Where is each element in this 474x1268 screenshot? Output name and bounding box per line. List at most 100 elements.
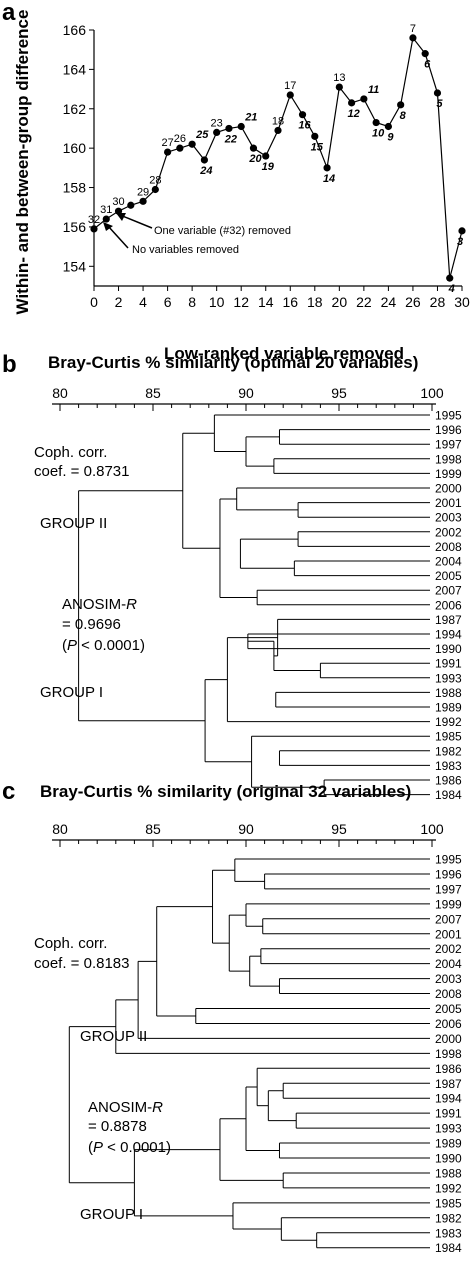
data-label: 23	[211, 117, 223, 129]
panel-label-a: a	[2, 0, 16, 26]
dendrogram-b-anosim-line1: ANOSIM-R	[62, 596, 137, 613]
x-tick-label: 10	[209, 294, 225, 310]
data-label: 25	[195, 129, 209, 141]
data-label: 11	[368, 84, 379, 96]
panel-label-b: b	[2, 351, 17, 378]
data-label: 10	[372, 128, 385, 140]
leaf-label: 2001	[435, 927, 462, 941]
x-tick-label: 6	[164, 294, 172, 310]
dendrogram-b-anosim-line3: (P < 0.0001)	[62, 637, 145, 654]
x-tick-label: 12	[233, 294, 249, 310]
leaf-label: 1999	[435, 897, 462, 911]
leaf-label: 1983	[435, 1226, 462, 1240]
similarity-tick-label: 85	[145, 385, 161, 401]
chart-a-annotations: One variable (#32) removed No variables …	[103, 213, 291, 256]
data-point	[164, 148, 172, 156]
leaf-label: 2002	[435, 942, 462, 956]
annotation-arrowhead-one-removed	[116, 213, 126, 221]
leaf-label: 2005	[435, 569, 462, 583]
dendrogram-b-leaf-labels: 1995199619971998199920002001200320022008…	[435, 409, 462, 803]
leaf-label: 2008	[435, 540, 462, 554]
leaf-label: 1998	[435, 452, 462, 466]
dendrogram-c-axis: 80 85 90 95 100	[52, 821, 444, 847]
dendrogram-b: Bray-Curtis % similarity (optimal 20 var…	[34, 353, 462, 802]
data-label: 20	[248, 153, 262, 165]
data-label: 29	[137, 186, 149, 198]
leaf-label: 1994	[435, 628, 462, 642]
dendrogram-c-anosim-line2: = 0.8878	[88, 1118, 147, 1135]
y-tick-label: 156	[63, 219, 87, 235]
data-label: 6	[424, 59, 431, 71]
data-point	[139, 197, 147, 205]
leaf-label: 1993	[435, 1122, 462, 1136]
data-point	[151, 185, 159, 194]
leaf-label: 2002	[435, 525, 462, 539]
annotation-none-removed: No variables removed	[132, 244, 239, 256]
x-tick-label: 8	[188, 294, 196, 310]
dendrogram-c-title: Bray-Curtis % similarity (original 32 va…	[40, 782, 411, 801]
dendrogram-b-group2-label: GROUP II	[40, 515, 107, 532]
data-label: 15	[311, 141, 324, 153]
leaf-label: 1994	[435, 1092, 462, 1106]
leaf-label: 1991	[435, 657, 462, 671]
x-tick-label: 0	[90, 294, 98, 310]
dendrogram-b-coph-line2: coef. = 0.8731	[34, 463, 130, 480]
leaf-label: 1992	[435, 1181, 462, 1195]
annotation-one-removed: One variable (#32) removed	[154, 225, 291, 237]
similarity-tick-label: 95	[331, 821, 347, 837]
x-tick-label: 14	[258, 294, 274, 310]
data-point	[237, 122, 245, 131]
data-label: 4	[448, 283, 455, 295]
data-point	[176, 144, 184, 152]
leaf-label: 1985	[435, 730, 462, 744]
data-label: 3	[457, 236, 463, 248]
data-label: 17	[284, 80, 296, 92]
data-point	[102, 215, 110, 223]
similarity-tick-label: 85	[145, 821, 161, 837]
data-label: 5	[436, 98, 443, 110]
data-label: 19	[262, 161, 275, 173]
data-label: 32	[88, 214, 100, 226]
data-label: 22	[224, 133, 237, 145]
data-point	[200, 156, 208, 164]
dendrogram-c-group2-label: GROUP II	[80, 1028, 147, 1045]
data-label: 28	[149, 175, 161, 187]
data-point	[458, 227, 466, 235]
similarity-tick-label: 100	[420, 821, 444, 837]
leaf-label: 1995	[435, 853, 462, 867]
data-point	[446, 274, 454, 282]
data-point	[409, 34, 417, 42]
data-point	[384, 122, 392, 131]
leaf-label: 2008	[435, 987, 462, 1001]
dendrogram-c-anosim-line1: ANOSIM-R	[88, 1099, 163, 1116]
data-point	[286, 91, 294, 99]
x-tick-label: 4	[139, 294, 147, 310]
similarity-tick-label: 90	[238, 821, 254, 837]
leaf-label: 1983	[435, 759, 462, 773]
leaf-label: 1990	[435, 1152, 462, 1166]
dendrogram-b-group1-label: GROUP I	[40, 684, 103, 701]
data-point	[372, 118, 380, 127]
data-label: 24	[199, 165, 212, 177]
similarity-tick-label: 80	[52, 385, 68, 401]
similarity-tick-label: 80	[52, 821, 68, 837]
leaf-label: 1987	[435, 1077, 462, 1091]
data-point	[127, 201, 135, 209]
leaf-label: 1984	[435, 1241, 462, 1255]
data-point	[213, 128, 221, 136]
data-label: 30	[112, 196, 124, 208]
leaf-label: 2007	[435, 912, 462, 926]
data-point	[114, 207, 123, 215]
leaf-label: 2004	[435, 957, 462, 971]
data-point	[323, 164, 331, 172]
data-label: 14	[323, 173, 335, 185]
data-point	[90, 225, 98, 233]
leaf-label: 1984	[435, 788, 462, 802]
y-tick-label: 154	[63, 258, 87, 274]
leaf-label: 1986	[435, 774, 462, 788]
leaf-label: 1997	[435, 882, 462, 896]
annotation-arrowhead-none-removed	[103, 222, 113, 231]
x-tick-label: 16	[282, 294, 298, 310]
